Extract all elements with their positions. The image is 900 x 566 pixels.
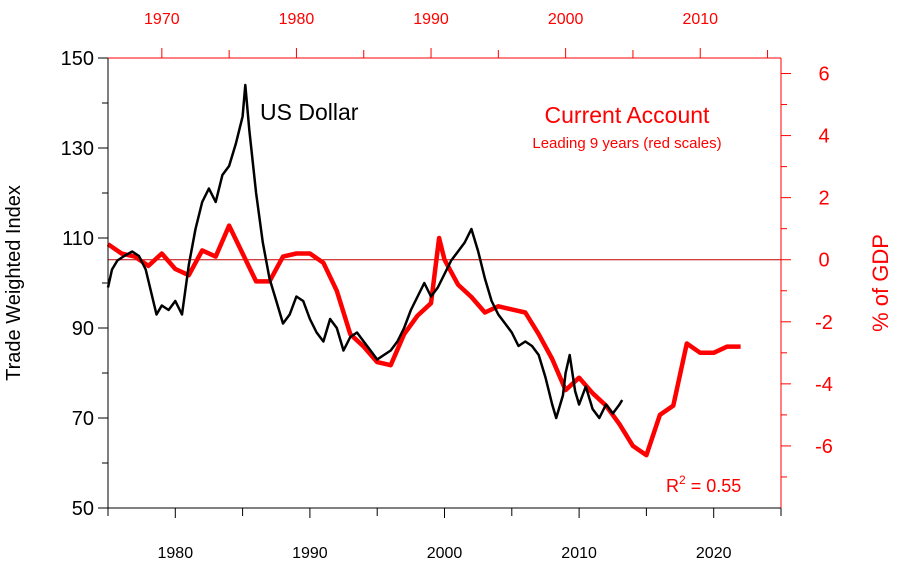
top-tick-label: 1990 [413, 11, 449, 28]
top-tick-label: 1980 [279, 11, 315, 28]
left-tick-label: 150 [61, 48, 94, 70]
left-axis-label: Trade Weighted Index [3, 185, 25, 381]
right-tick-label: 2 [818, 188, 829, 210]
current-account-line [106, 223, 741, 458]
right-axis-ticks: -6 -4 -2 0 2 4 6 [781, 64, 833, 478]
left-axis-ticks: 50 70 90 110 130 150 [61, 48, 108, 520]
right-tick-label: 6 [818, 64, 829, 86]
left-tick-label: 110 [62, 228, 94, 250]
r-squared-superscript: 2 [679, 473, 686, 487]
us-dollar-line [106, 83, 624, 420]
left-tick-label: 90 [72, 318, 94, 340]
plot-area [108, 58, 781, 508]
left-tick-label: 130 [61, 138, 94, 160]
current-account-annotation: Current Account [545, 102, 711, 128]
bottom-tick-label: 2000 [427, 545, 463, 562]
bottom-axis-ticks: 1980 1990 2000 2010 2020 [107, 508, 782, 562]
bottom-tick-label: 1980 [158, 545, 194, 562]
right-tick-label: -6 [815, 436, 833, 458]
right-tick-label: -4 [815, 374, 833, 396]
r-squared-r: R [666, 476, 679, 496]
top-tick-label: 2010 [682, 11, 718, 28]
top-tick-label: 2000 [548, 11, 584, 28]
right-axis-label: % of GDP [868, 234, 893, 332]
top-tick-label: 1970 [144, 11, 180, 28]
left-tick-label: 50 [72, 498, 94, 520]
bottom-tick-label: 2020 [696, 545, 732, 562]
us-dollar-annotation: US Dollar [260, 99, 359, 125]
bottom-tick-label: 2010 [561, 545, 597, 562]
right-tick-label: 0 [818, 250, 829, 272]
top-axis-ticks: 1970 1980 1990 2000 2010 [144, 11, 769, 58]
current-account-subtitle: Leading 9 years (red scales) [532, 135, 721, 152]
left-tick-label: 70 [72, 408, 94, 430]
right-tick-label: -2 [815, 312, 833, 334]
r-squared-value: = 0.55 [686, 476, 742, 496]
r-squared-annotation: R2 = 0.55 [666, 473, 741, 496]
bottom-tick-label: 1990 [292, 545, 328, 562]
right-tick-label: 4 [818, 126, 829, 148]
